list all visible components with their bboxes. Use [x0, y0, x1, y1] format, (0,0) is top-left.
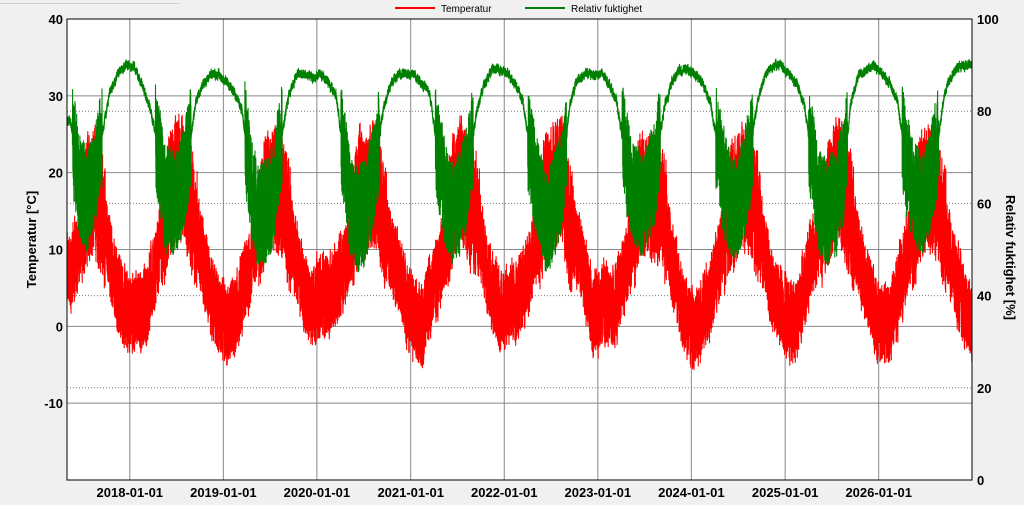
left-axis-ticks: 40 30 20 10 0 -10 [44, 12, 63, 411]
x-tick-label-8: 2026-01-01 [845, 485, 912, 500]
x-tick-label-5: 2023-01-01 [565, 485, 632, 500]
y-left-tick-label-5: -10 [44, 396, 63, 411]
x-tick-label-3: 2021-01-01 [377, 485, 444, 500]
y-right-tick-label-2: 60 [977, 196, 991, 211]
series-layer [66, 58, 973, 371]
y-right-tick-label-4: 20 [977, 381, 991, 396]
y-left-tick-label-3: 10 [49, 243, 63, 258]
window-edge-line [0, 0, 180, 4]
plot-border [66, 18, 973, 481]
x-tick-label-4: 2022-01-01 [471, 485, 538, 500]
y-axis-right-title: Relativ fuktighet [%] [1003, 195, 1018, 320]
legend-label-1: Relativ fuktighet [571, 4, 642, 15]
legend-label-0: Temperatur [441, 4, 492, 15]
right-axis-ticks: 100 80 60 40 20 0 [977, 12, 999, 488]
y-axis-left-title: Temperatur [°C] [24, 191, 39, 288]
x-axis-ticks: 2018-01-01 2019-01-01 2020-01-01 2021-01-01… [97, 485, 912, 500]
y-right-tick-label-0: 100 [977, 12, 999, 27]
x-tick-label-6: 2024-01-01 [658, 485, 725, 500]
y-left-tick-label-1: 30 [49, 89, 63, 104]
series-line-relativ-fuktighet [66, 58, 973, 273]
y-left-tick-label-0: 40 [49, 12, 63, 27]
x-tick-label-7: 2025-01-01 [752, 485, 819, 500]
x-tick-label-1: 2019-01-01 [190, 485, 257, 500]
legend: Temperatur Relativ fuktighet [395, 4, 642, 15]
y-right-tick-label-5: 0 [977, 473, 984, 488]
y-left-tick-label-4: 0 [56, 319, 63, 334]
y-left-tick-label-2: 20 [49, 166, 63, 181]
x-tick-label-2: 2020-01-01 [284, 485, 351, 500]
x-tick-label-0: 2018-01-01 [97, 485, 164, 500]
y-right-tick-label-3: 40 [977, 289, 991, 304]
y-right-tick-label-1: 80 [977, 104, 991, 119]
